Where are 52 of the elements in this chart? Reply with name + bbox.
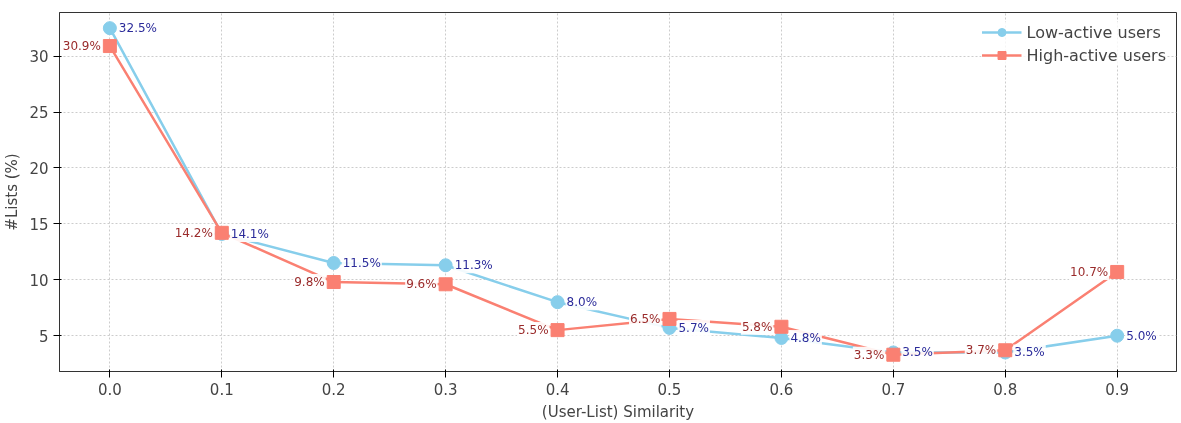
data-label: 3.5% (1014, 345, 1045, 360)
data-label: 32.5% (118, 21, 157, 36)
point (326, 275, 341, 290)
data-label: 5.0% (1126, 328, 1157, 343)
data-label: 10.7% (1070, 264, 1109, 279)
data-label: 4.8% (790, 330, 821, 345)
data-label: 11.3% (454, 258, 493, 273)
point (1110, 264, 1125, 279)
data-label: 3.7% (965, 343, 997, 358)
data-label: 5.5% (518, 323, 549, 338)
x-tick-label: 0.0 (97, 380, 122, 399)
y-axis-title: #Lists (%) (3, 153, 22, 231)
point (774, 319, 789, 334)
data-label: 9.8% (294, 275, 325, 290)
x-tick-label: 0.7 (881, 380, 906, 399)
data-label: 30.9% (62, 39, 101, 54)
data-label: 9.6% (406, 277, 437, 292)
x-tick-label: 0.3 (433, 380, 458, 399)
y-tick-label: 30 (29, 48, 49, 67)
data-label: 8.0% (566, 295, 598, 310)
data-label: 3.5% (902, 345, 933, 360)
x-tick-label: 0.1 (209, 380, 234, 399)
y-tick-label: 10 (29, 271, 49, 290)
legend-label: Low-active users (1026, 22, 1161, 42)
point (438, 258, 453, 273)
legend-label: High-active users (1026, 45, 1166, 65)
x-tick-label: 0.9 (1105, 380, 1130, 399)
x-tick-label: 0.2 (321, 380, 346, 399)
point (438, 277, 453, 292)
x-tick-label: 0.4 (545, 380, 570, 399)
x-tick-label: 0.5 (657, 380, 682, 399)
point (662, 311, 677, 326)
point (102, 21, 117, 36)
y-tick-label: 15 (29, 215, 49, 234)
point (550, 295, 565, 310)
data-label: 14.1% (230, 226, 269, 241)
data-label: 3.3% (853, 347, 885, 362)
data-label: 5.8% (741, 319, 773, 334)
point (102, 39, 117, 54)
point (1110, 328, 1125, 343)
data-label: 11.5% (342, 256, 381, 271)
data-label: 14.2% (174, 225, 213, 240)
x-tick-label: 0.6 (769, 380, 794, 399)
data-label: 6.5% (630, 311, 661, 326)
data-label: 5.7% (678, 320, 709, 335)
y-tick-label: 25 (29, 104, 49, 123)
y-tick-label: 20 (29, 159, 49, 178)
point (550, 323, 565, 338)
point (326, 256, 341, 270)
x-tick-label: 0.8 (993, 380, 1018, 399)
y-tick-label: 5 (38, 327, 49, 346)
x-axis-title: (User-List) Similarity (541, 402, 695, 421)
